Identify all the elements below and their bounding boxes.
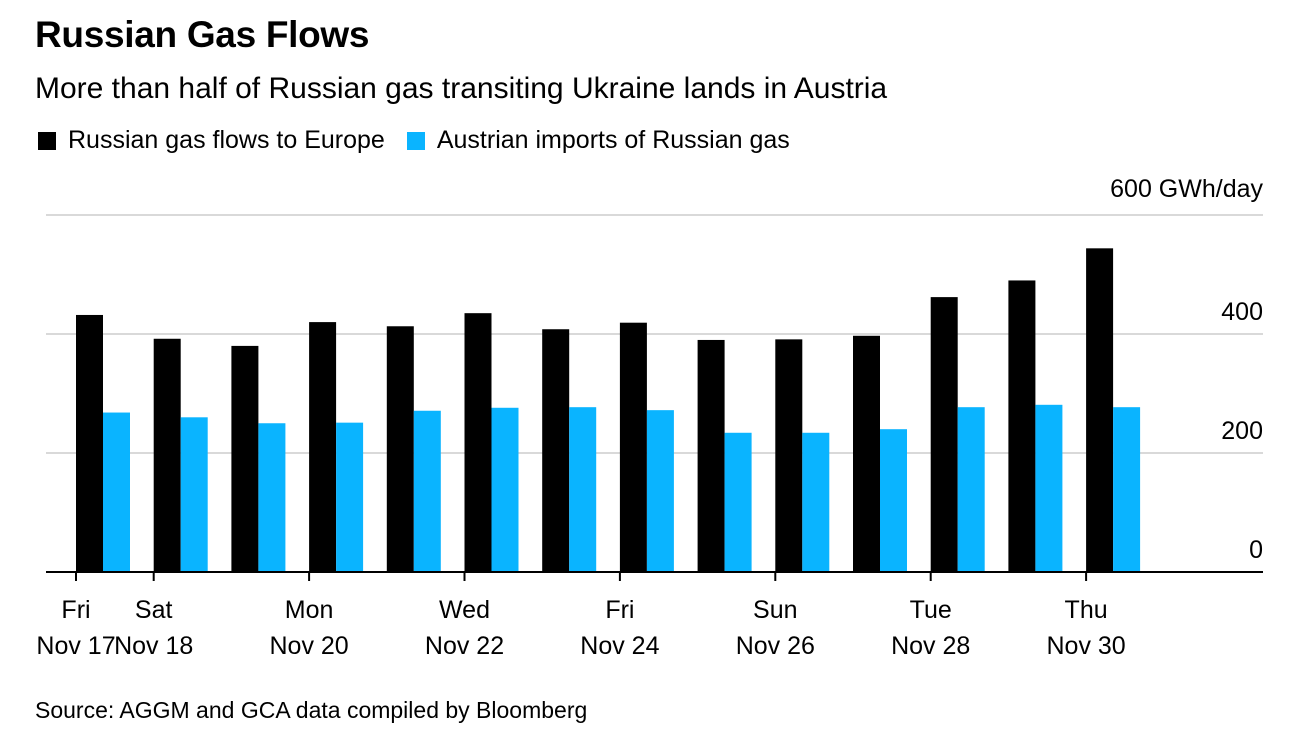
- bar-austrian-imports-nov-17: [103, 412, 130, 572]
- bar-austrian-imports-nov-30: [1113, 407, 1141, 572]
- legend: Russian gas flows to Europe Austrian imp…: [38, 126, 812, 155]
- bar-austrian-imports-nov-29: [1035, 404, 1063, 572]
- legend-item-europe-flows: Russian gas flows to Europe: [38, 126, 385, 155]
- x-tick-day-0: Fri: [61, 596, 90, 624]
- bar-austrian-imports-nov-18: [180, 417, 208, 572]
- y-tick-label-200: 200: [1221, 417, 1263, 445]
- x-tick-date-13: Nov 30: [1046, 632, 1125, 660]
- bar-austrian-imports-nov-26: [802, 432, 830, 572]
- y-tick-label-400: 400: [1221, 298, 1263, 326]
- x-tick-day-9: Sun: [753, 596, 797, 624]
- bar-europe-flows-nov-28: [930, 297, 958, 572]
- bar-europe-flows-nov-27: [853, 335, 880, 572]
- source-note: Source: AGGM and GCA data compiled by Bl…: [35, 697, 588, 723]
- x-tick-date-5: Nov 22: [425, 632, 504, 660]
- bar-austrian-imports-nov-20: [336, 422, 364, 572]
- y-axis-unit-label: 600 GWh/day: [1110, 175, 1263, 203]
- bar-europe-flows-nov-26: [775, 339, 803, 572]
- y-tick-label-0: 0: [1249, 536, 1263, 564]
- x-tick-day-5: Wed: [439, 596, 490, 624]
- legend-item-austrian-imports: Austrian imports of Russian gas: [406, 126, 790, 155]
- chart-title: Russian Gas Flows: [35, 14, 370, 55]
- bar-europe-flows-nov-18: [153, 338, 181, 572]
- bar-austrian-imports-nov-25: [724, 432, 752, 572]
- bar-austrian-imports-nov-22: [491, 407, 519, 572]
- bar-austrian-imports-nov-19: [258, 423, 286, 572]
- x-tick-date-1: Nov 18: [114, 632, 193, 660]
- bar-europe-flows-nov-29: [1008, 280, 1036, 572]
- chart-subtitle: More than half of Russian gas transiting…: [35, 72, 888, 105]
- bar-austrian-imports-nov-21: [413, 410, 441, 572]
- legend-swatch-europe-flows: [38, 131, 56, 150]
- x-tick-day-11: Tue: [910, 596, 952, 624]
- bar-austrian-imports-nov-23: [569, 407, 597, 572]
- x-tick-date-11: Nov 28: [891, 632, 970, 660]
- bar-europe-flows-nov-30: [1086, 248, 1114, 572]
- bar-austrian-imports-nov-27: [880, 429, 907, 572]
- legend-label-europe-flows: Russian gas flows to Europe: [68, 126, 385, 154]
- bar-europe-flows-nov-19: [231, 345, 259, 572]
- bar-europe-flows-nov-25: [697, 339, 725, 572]
- bar-europe-flows-nov-24: [619, 322, 647, 572]
- x-tick-date-7: Nov 24: [580, 632, 659, 660]
- x-tick-day-3: Mon: [285, 596, 334, 624]
- legend-swatch-austrian-imports: [406, 131, 425, 150]
- bar-austrian-imports-nov-24: [646, 410, 674, 572]
- bar-europe-flows-nov-21: [386, 326, 414, 572]
- bar-europe-flows-nov-23: [542, 329, 570, 572]
- bar-europe-flows-nov-22: [464, 313, 492, 572]
- x-tick-day-13: Thu: [1065, 596, 1108, 624]
- bar-europe-flows-nov-20: [309, 322, 337, 572]
- bar-austrian-imports-nov-28: [957, 407, 985, 572]
- x-tick-date-3: Nov 20: [269, 632, 348, 660]
- x-tick-day-7: Fri: [605, 596, 634, 624]
- x-tick-date-9: Nov 26: [736, 632, 815, 660]
- x-tick-day-1: Sat: [135, 596, 173, 624]
- legend-label-austrian-imports: Austrian imports of Russian gas: [436, 126, 790, 154]
- x-tick-date-0: Nov 17: [36, 632, 115, 660]
- bar-europe-flows-nov-17: [76, 314, 103, 572]
